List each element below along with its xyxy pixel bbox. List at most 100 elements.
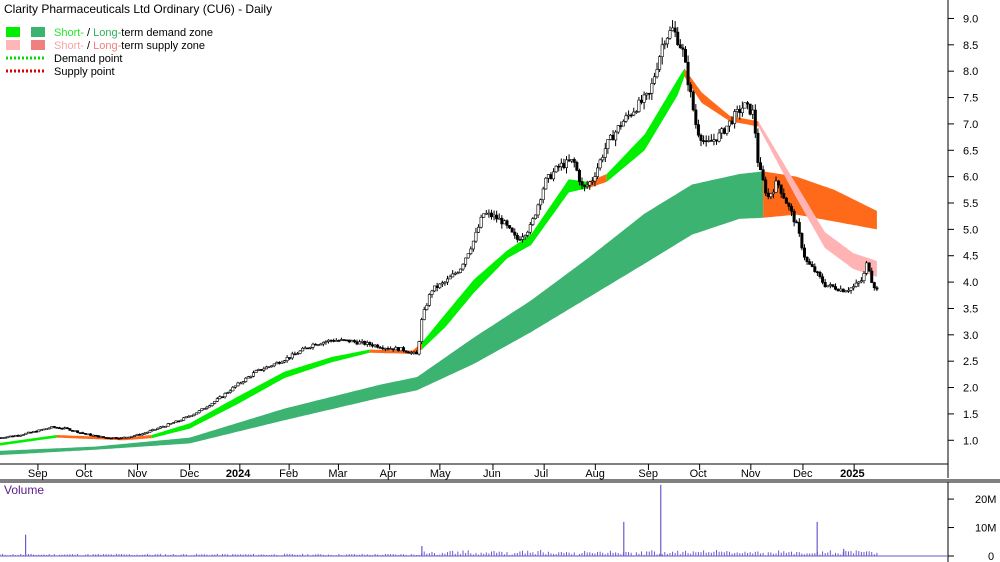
price-bar-body — [321, 342, 325, 345]
price-bar-body — [619, 125, 623, 127]
time-tick-label: Dec — [793, 468, 813, 480]
price-bar-body — [774, 180, 778, 193]
price-bar-body — [748, 103, 752, 115]
price-bar-body — [213, 401, 217, 404]
price-bar-body — [407, 351, 411, 354]
price-bar-body — [834, 286, 838, 290]
price-bar-body — [477, 226, 481, 233]
price-bar-body — [6, 436, 10, 438]
price-bar-body — [350, 340, 354, 343]
price-bar-body — [435, 285, 439, 289]
price-bar-body — [73, 430, 77, 433]
pink-zone-band — [758, 121, 877, 277]
price-bar-body — [45, 428, 49, 430]
price-bar-body — [606, 139, 610, 149]
price-bar-body — [702, 140, 706, 142]
price-bar-body — [422, 309, 426, 320]
price-bar-body — [518, 239, 522, 241]
price-bar-body — [862, 273, 866, 282]
price-bar-body — [169, 423, 173, 425]
price-bar-body — [0, 437, 2, 439]
price-bar-body — [663, 43, 667, 46]
price-bar-body — [251, 372, 255, 377]
price-bar-body — [699, 134, 703, 141]
price-bar-body — [828, 284, 832, 286]
price-bar-body — [495, 214, 499, 220]
price-bar-body — [738, 108, 742, 114]
demand-zone-band — [0, 435, 57, 446]
price-bar-body — [740, 107, 744, 114]
price-bar-body — [629, 114, 633, 117]
price-bar-body — [691, 91, 695, 111]
price-bar-body — [715, 139, 719, 142]
price-bar-body — [632, 111, 636, 116]
price-bar-body — [596, 167, 600, 177]
price-bar-body — [448, 276, 452, 280]
price-bar-body — [575, 162, 579, 171]
price-bar-body — [420, 319, 424, 342]
price-bar-body — [81, 432, 85, 434]
price-bar-body — [808, 261, 812, 265]
time-tick-label: Dec — [180, 468, 200, 480]
price-bar-body — [513, 231, 517, 236]
supply-zone-band — [684, 68, 759, 127]
price-bar-body — [254, 370, 258, 373]
price-bar-body — [404, 350, 408, 353]
price-bar-body — [694, 109, 698, 125]
price-bar-body — [19, 434, 23, 437]
price-bar-body — [453, 272, 457, 275]
price-bar-body — [730, 120, 734, 125]
price-bar-body — [184, 416, 188, 419]
volume-tick-label: 0 — [988, 551, 994, 562]
price-bar-body — [704, 140, 708, 143]
price-bar-body — [650, 83, 654, 94]
price-bar-body — [658, 56, 662, 70]
time-tick-label: May — [430, 468, 451, 480]
price-bar-body — [769, 193, 773, 198]
price-bar-body — [782, 193, 786, 199]
volume-axis: 20M 10M 0 — [948, 494, 996, 562]
price-bar-body — [179, 419, 183, 422]
price-bar-body — [655, 69, 659, 78]
price-bar-body — [539, 199, 543, 206]
price-bar-body — [557, 165, 561, 168]
price-bar-body — [601, 157, 605, 161]
price-bar-body — [559, 162, 563, 167]
price-bar-body — [761, 169, 765, 181]
price-bar-body — [78, 432, 82, 434]
price-bar-body — [456, 272, 460, 274]
price-tick-label: 1.5 — [963, 409, 978, 421]
price-bar-body — [852, 286, 856, 289]
price-bar-body — [231, 386, 235, 392]
price-bar-body — [709, 140, 713, 142]
price-bar-body — [686, 61, 690, 86]
short-term-zone — [0, 68, 877, 446]
price-bar-body — [813, 266, 817, 272]
price-bar-body — [414, 351, 418, 355]
price-bar-body — [143, 432, 147, 435]
price-bar-body — [611, 134, 615, 141]
time-tick-label: Sep — [638, 468, 658, 480]
price-bar-body — [50, 426, 54, 429]
price-bar-body — [802, 247, 806, 258]
price-bar-body — [226, 392, 230, 394]
price-bar-body — [345, 339, 349, 342]
price-bar-body — [533, 214, 537, 219]
price-bar-body — [205, 406, 209, 409]
price-bar-body — [497, 217, 501, 220]
price-bar-body — [872, 282, 876, 289]
price-bar-body — [846, 289, 850, 292]
price-bar-body — [68, 428, 72, 431]
demand-zone-band — [421, 179, 588, 350]
price-bar-body — [771, 191, 775, 195]
price-bar-body — [756, 132, 760, 163]
price-bar-body — [386, 347, 390, 350]
time-tick-label: Oct — [75, 468, 92, 480]
price-bar-body — [836, 289, 840, 292]
price-bar-body — [148, 430, 152, 433]
price-bar-body — [378, 347, 382, 349]
price-bar-body — [787, 203, 791, 207]
price-bar-body — [133, 435, 137, 437]
price-bar-body — [580, 181, 584, 186]
